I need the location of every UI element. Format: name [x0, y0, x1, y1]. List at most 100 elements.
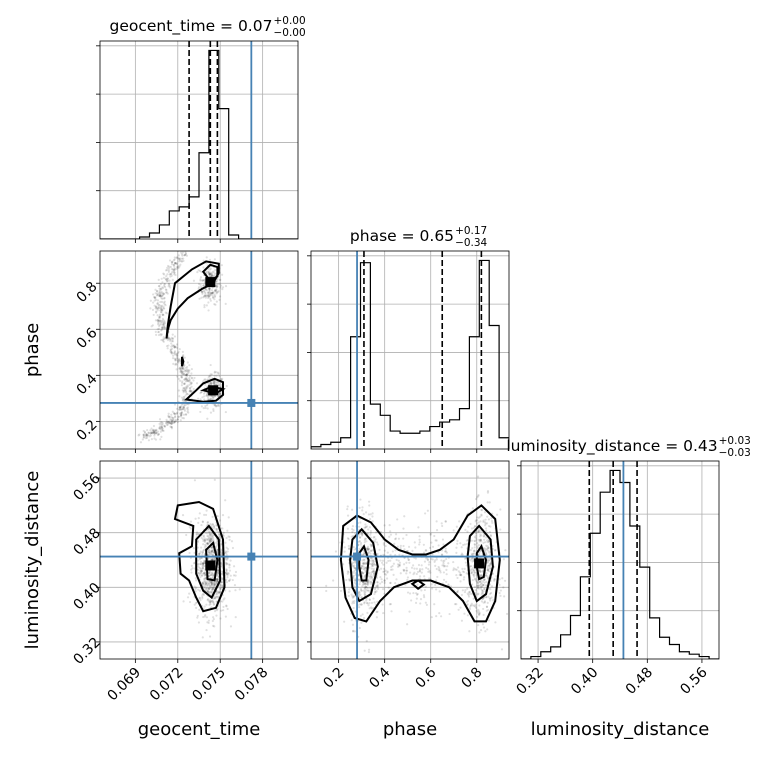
sample-point — [160, 323, 163, 326]
sample-point — [202, 581, 205, 584]
sample-point — [215, 285, 218, 288]
sample-point — [402, 568, 405, 571]
sample-point — [388, 535, 391, 538]
sample-point — [195, 586, 198, 589]
sample-point — [211, 534, 214, 537]
sample-point — [224, 561, 227, 564]
sample-point — [368, 500, 371, 503]
sample-point — [370, 545, 373, 548]
hist-panel-luminosity_distance: luminosity_distance = 0.43 +0.03−0.03 — [506, 435, 751, 663]
sample-point — [165, 278, 168, 281]
sample-point — [188, 374, 192, 378]
sample-point — [208, 552, 211, 556]
sample-point — [204, 582, 208, 586]
sample-point — [208, 273, 211, 276]
sample-point — [216, 607, 219, 611]
sample-point — [203, 395, 206, 398]
sample-point — [464, 528, 467, 531]
sample-point — [160, 308, 163, 311]
sample-point — [215, 542, 218, 545]
sample-point — [208, 587, 211, 590]
sample-point — [382, 570, 385, 573]
sample-point — [181, 370, 184, 373]
sample-point — [363, 539, 366, 542]
sample-point — [357, 592, 360, 596]
sample-point — [207, 295, 210, 298]
sample-point — [347, 544, 350, 548]
sample-point — [403, 515, 406, 518]
sample-point — [486, 541, 489, 544]
title-sub-luminosity_distance: −0.03 — [719, 447, 751, 459]
sample-point — [172, 263, 176, 266]
sample-point — [440, 553, 444, 556]
sample-point — [487, 546, 490, 549]
sample-point — [157, 319, 161, 323]
sample-point — [217, 575, 220, 578]
sample-point — [166, 339, 170, 342]
sample-point — [167, 412, 170, 415]
sample-point — [179, 412, 182, 415]
sample-point — [361, 572, 364, 575]
sample-point — [204, 288, 207, 291]
sample-point — [389, 581, 392, 584]
sample-point — [204, 572, 207, 575]
title-sup-luminosity_distance: +0.03 — [719, 435, 751, 447]
sample-point — [479, 533, 482, 536]
tick-label-x: 0.078 — [232, 665, 272, 705]
sample-point — [353, 548, 356, 551]
sample-point — [469, 604, 473, 607]
sample-point — [159, 319, 162, 322]
sample-point — [210, 550, 213, 553]
sample-point — [466, 614, 469, 617]
sample-point — [169, 421, 172, 424]
sample-point — [371, 578, 374, 582]
sample-point — [363, 586, 367, 590]
sample-point — [455, 551, 458, 554]
sample-point — [472, 552, 476, 555]
axes-frame — [310, 250, 510, 450]
sample-point — [457, 570, 460, 573]
sample-point — [479, 585, 482, 589]
sample-point — [202, 407, 205, 410]
sample-point — [170, 261, 173, 264]
sample-point — [210, 581, 213, 584]
tick-label-y: 0.40 — [70, 580, 103, 613]
sample-point — [182, 372, 186, 376]
sample-point — [214, 404, 217, 407]
sample-point — [225, 558, 228, 561]
sample-point — [234, 589, 237, 592]
sample-point — [172, 259, 176, 262]
sample-point — [171, 278, 174, 281]
sample-point — [207, 549, 210, 553]
sample-point — [173, 412, 176, 416]
sample-point — [212, 597, 215, 600]
sample-point — [207, 590, 210, 593]
sample-point — [372, 560, 375, 563]
sample-point — [416, 592, 419, 596]
sample-point — [483, 549, 486, 553]
density-peak — [208, 385, 219, 396]
density-contour — [205, 540, 219, 582]
sample-point — [183, 409, 186, 412]
hist-panel-geocent_time: geocent_time = 0.07 +0.00−0.00 — [96, 15, 306, 243]
sample-point — [367, 651, 371, 654]
axis-label-x: phase — [383, 719, 437, 740]
sample-point — [362, 589, 365, 592]
sample-point — [364, 593, 367, 596]
sample-point — [176, 360, 180, 363]
sample-point — [212, 382, 216, 385]
sample-point — [206, 584, 209, 587]
sample-point — [455, 603, 458, 606]
sample-point — [369, 580, 372, 584]
sample-point — [481, 569, 484, 572]
sample-point — [165, 423, 169, 427]
sample-point — [223, 597, 226, 600]
sample-point — [371, 570, 374, 573]
sample-point — [361, 585, 364, 588]
sample-point — [486, 601, 489, 604]
sample-point — [185, 407, 189, 410]
sample-point — [162, 322, 165, 326]
sample-point — [173, 421, 176, 424]
sample-point — [210, 592, 213, 595]
sample-point — [231, 578, 234, 582]
